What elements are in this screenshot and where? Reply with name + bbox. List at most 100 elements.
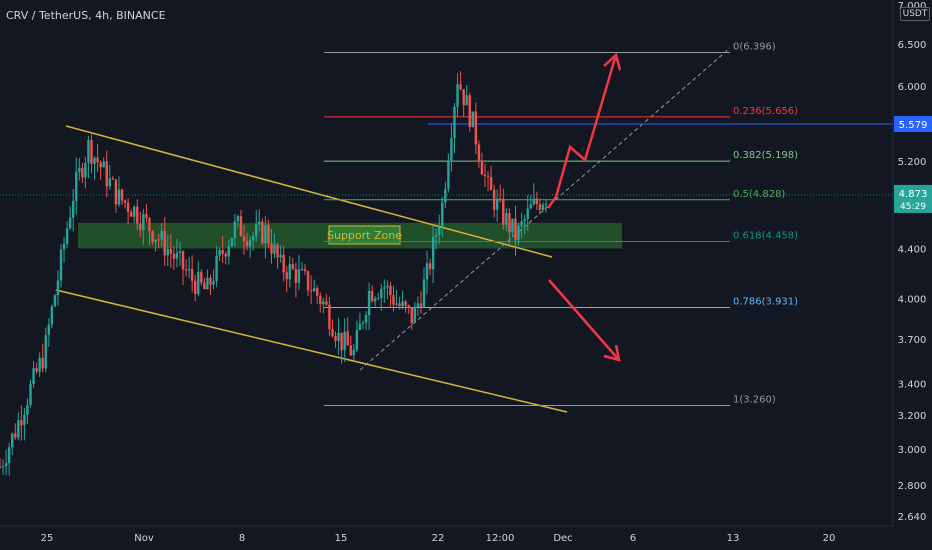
candle-body	[1, 466, 5, 468]
candle-body	[105, 161, 108, 187]
candle-body	[194, 280, 197, 294]
candle-body	[157, 239, 160, 241]
fib-level-label: 1(3.260)	[733, 394, 776, 405]
candle-body	[136, 206, 139, 224]
candle-body	[319, 295, 322, 305]
candle-body	[90, 140, 93, 165]
y-tick-label: 2.800	[898, 481, 927, 492]
currency-unit-label[interactable]: USDT	[900, 7, 930, 21]
horizontal-level-tag	[894, 116, 932, 133]
candle-body	[245, 241, 249, 247]
y-tick-label: 3.200	[898, 411, 927, 422]
candle-body	[142, 214, 145, 230]
candle-body	[419, 303, 423, 307]
candle-body	[505, 213, 508, 225]
candle-body	[111, 178, 115, 180]
candle-body	[23, 414, 26, 426]
candle-body	[462, 89, 465, 106]
candle-body	[529, 204, 532, 209]
candle-body	[87, 140, 90, 163]
candle-body	[215, 255, 218, 281]
bearish-projection-arrow	[548, 279, 620, 361]
x-tick-label: 22	[432, 533, 445, 544]
candle-body	[197, 271, 200, 294]
candle-body	[441, 202, 444, 228]
candle-body	[316, 288, 319, 296]
candle-body	[370, 290, 374, 302]
candle-body	[239, 216, 243, 237]
candle-body	[538, 204, 542, 210]
candle-body	[273, 244, 276, 254]
candle-body	[291, 264, 295, 269]
chart-title: CRV / TetherUS, 4h, BINANCE	[6, 9, 166, 22]
candle-body	[343, 331, 346, 351]
candle-body	[312, 288, 316, 292]
candle-body	[465, 95, 468, 106]
candle-body	[75, 171, 78, 202]
candle-body	[258, 221, 261, 225]
candle-body	[0, 466, 2, 468]
candle-body	[364, 315, 368, 323]
candle-body	[535, 198, 539, 205]
horizontal-level-tag-label: 5.579	[899, 120, 928, 131]
candle-body	[337, 332, 340, 341]
candle-body	[279, 254, 282, 258]
candle-body	[99, 162, 102, 168]
candle-body	[288, 264, 291, 280]
candle-body	[96, 157, 99, 163]
y-tick-label: 3.700	[898, 335, 927, 346]
x-tick-label: 13	[727, 533, 740, 544]
candle-body	[50, 306, 54, 325]
x-tick-label: 8	[239, 533, 245, 544]
candle-body	[438, 227, 441, 235]
candle-body	[431, 236, 435, 270]
candle-body	[102, 161, 105, 168]
candle-body	[169, 249, 173, 254]
candle-body	[200, 271, 203, 283]
candle-body	[300, 269, 304, 271]
candle-body	[410, 307, 413, 323]
bullish-projection-arrow	[546, 54, 618, 209]
candle-body	[349, 345, 352, 356]
candle-body	[456, 84, 459, 107]
channel-upper-line	[65, 125, 553, 258]
candle-body	[190, 269, 194, 281]
candle-body	[380, 288, 383, 299]
candle-body	[416, 303, 420, 308]
candle-body	[32, 368, 35, 385]
candle-body	[65, 228, 69, 244]
fib-level-label: 0.236(5.656)	[733, 106, 798, 117]
candle-body	[56, 280, 60, 296]
candle-body	[117, 189, 121, 205]
x-tick-label: 20	[823, 533, 836, 544]
y-tick-label: 6.000	[898, 82, 927, 93]
candle-body	[47, 324, 51, 335]
candle-body	[502, 198, 505, 225]
candle-body	[17, 420, 20, 438]
candle-body	[26, 404, 29, 415]
current-price-tag	[894, 184, 932, 213]
candle-body	[7, 447, 11, 464]
candle-body	[35, 368, 38, 372]
candle-body	[93, 157, 96, 165]
candle-body	[154, 239, 157, 242]
candle-body	[242, 236, 246, 242]
candle-body	[41, 357, 44, 369]
candle-body	[401, 301, 404, 307]
candle-body	[160, 231, 163, 240]
candle-body	[358, 323, 362, 330]
candle-body	[523, 219, 526, 222]
candle-body	[203, 282, 206, 290]
candle-body	[276, 244, 279, 258]
y-tick-label: 4.000	[898, 294, 927, 305]
candle-body	[78, 167, 81, 172]
candle-body	[120, 189, 124, 201]
candle-body	[218, 250, 221, 256]
candle-body	[492, 189, 496, 210]
candle-body	[303, 269, 307, 272]
candle-body	[297, 269, 301, 283]
support-zone-label: Support Zone	[327, 229, 402, 242]
fib-level-label: 0.382(5.198)	[733, 150, 798, 161]
candle-body	[251, 235, 255, 241]
